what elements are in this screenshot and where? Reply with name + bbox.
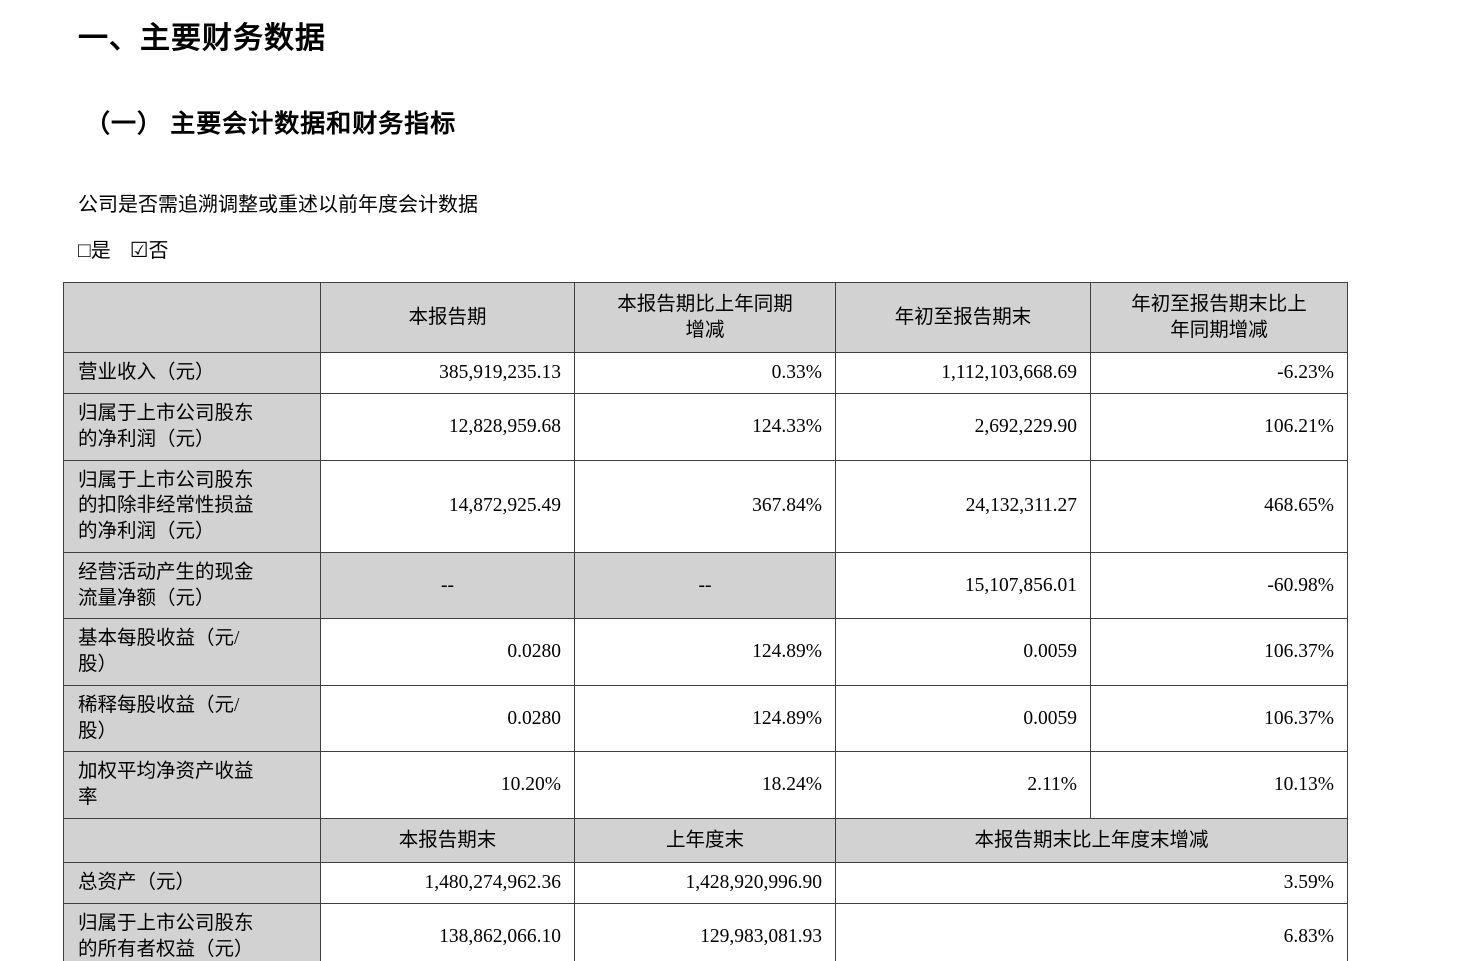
restatement-question: 公司是否需追溯调整或重述以前年度会计数据: [78, 194, 478, 216]
checkbox-checked-icon: ☑: [129, 238, 149, 262]
option-yes: □是: [78, 238, 111, 262]
cell-value: 3.59%: [835, 862, 1348, 905]
cell-value: 1,428,920,996.90: [574, 862, 836, 905]
header-yoy-change: 本报告期比上年同期 增减: [574, 281, 836, 354]
row-label: 营业收入（元）: [63, 352, 321, 395]
cell-value: 129,983,081.93: [574, 903, 836, 961]
cell-value: 0.0280: [320, 618, 575, 686]
cell-value: 15,107,856.01: [835, 551, 1091, 620]
cell-value: 124.33%: [574, 393, 836, 461]
cell-value: 2,692,229.90: [835, 393, 1091, 461]
cell-value: 0.0059: [835, 684, 1091, 753]
table-row-revenue: 营业收入（元） 385,919,235.13 0.33% 1,112,103,6…: [63, 352, 1348, 395]
section-title: 一、主要财务数据: [78, 22, 326, 55]
row-label: 归属于上市公司股东 的扣除非经常性损益 的净利润（元）: [63, 459, 321, 553]
cell-value: 124.89%: [574, 618, 836, 686]
subsection-title: （一） 主要会计数据和财务指标: [85, 111, 457, 138]
header-ytd: 年初至报告期末: [835, 281, 1091, 354]
cell-value: 0.0059: [835, 618, 1091, 686]
financial-data-table: 本报告期 本报告期比上年同期 增减 年初至报告期末 年初至报告期末比上 年同期增…: [63, 281, 1348, 961]
cell-value: 24,132,311.27: [835, 459, 1091, 553]
header-ytd-yoy-change: 年初至报告期末比上 年同期增减: [1090, 281, 1348, 354]
option-no-label: 否: [148, 240, 169, 262]
cell-value: 14,872,925.49: [320, 459, 575, 553]
cell-value: 385,919,235.13: [320, 352, 575, 395]
cell-value: 367.84%: [574, 459, 836, 553]
table-row-diluted-eps: 稀释每股收益（元/ 股） 0.0280 124.89% 0.0059 106.3…: [63, 684, 1348, 753]
cell-value: 124.89%: [574, 684, 836, 753]
table-row-net-profit-excl-nonrecurring: 归属于上市公司股东 的扣除非经常性损益 的净利润（元） 14,872,925.4…: [63, 459, 1348, 553]
cell-value: 10.13%: [1090, 751, 1348, 819]
table-row-basic-eps: 基本每股收益（元/ 股） 0.0280 124.89% 0.0059 106.3…: [63, 618, 1348, 686]
header-end-of-period: 本报告期末: [320, 817, 575, 864]
cell-value: 0.0280: [320, 684, 575, 753]
row-label: 加权平均净资产收益 率: [63, 751, 321, 819]
cell-value: 106.37%: [1090, 684, 1348, 753]
table-row-net-profit: 归属于上市公司股东 的净利润（元） 12,828,959.68 124.33% …: [63, 393, 1348, 461]
cell-value: 18.24%: [574, 751, 836, 819]
cell-value: 106.21%: [1090, 393, 1348, 461]
cell-value-na: --: [320, 551, 575, 620]
row-label: 归属于上市公司股东 的所有者权益（元）: [63, 903, 321, 961]
header-current-period: 本报告期: [320, 281, 575, 354]
cell-value: 106.37%: [1090, 618, 1348, 686]
cell-value: 12,828,959.68: [320, 393, 575, 461]
row-label: 总资产（元）: [63, 862, 321, 905]
table-row-weighted-avg-roe: 加权平均净资产收益 率 10.20% 18.24% 2.11% 10.13%: [63, 751, 1348, 819]
header-empty: [63, 817, 321, 864]
row-label: 经营活动产生的现金 流量净额（元）: [63, 551, 321, 620]
row-label: 归属于上市公司股东 的净利润（元）: [63, 393, 321, 461]
checkbox-unchecked-icon: □: [78, 238, 91, 262]
header-end-of-last-year: 上年度末: [574, 817, 836, 864]
cell-value-na: --: [574, 551, 836, 620]
row-label: 基本每股收益（元/ 股）: [63, 618, 321, 686]
option-yes-label: 是: [90, 240, 111, 262]
cell-value: 1,480,274,962.36: [320, 862, 575, 905]
table-row-total-assets: 总资产（元） 1,480,274,962.36 1,428,920,996.90…: [63, 862, 1348, 905]
cell-value: 468.65%: [1090, 459, 1348, 553]
table-row-owners-equity: 归属于上市公司股东 的所有者权益（元） 138,862,066.10 129,9…: [63, 903, 1348, 961]
cell-value: 2.11%: [835, 751, 1091, 819]
cell-value: 0.33%: [574, 352, 836, 395]
checkbox-line: □是 ☑否: [78, 234, 1484, 263]
header-empty: [63, 281, 321, 354]
table-header-row-period-end: 本报告期末 上年度末 本报告期末比上年度末增减: [63, 817, 1348, 864]
row-label: 稀释每股收益（元/ 股）: [63, 684, 321, 753]
table-header-row-period: 本报告期 本报告期比上年同期 增减 年初至报告期末 年初至报告期末比上 年同期增…: [63, 281, 1348, 354]
cell-value: -60.98%: [1090, 551, 1348, 620]
table-row-operating-cash-flow: 经营活动产生的现金 流量净额（元） -- -- 15,107,856.01 -6…: [63, 551, 1348, 620]
cell-value: 1,112,103,668.69: [835, 352, 1091, 395]
option-no: ☑否: [129, 238, 169, 262]
cell-value: 6.83%: [835, 903, 1348, 961]
cell-value: -6.23%: [1090, 352, 1348, 395]
cell-value: 10.20%: [320, 751, 575, 819]
header-change-vs-last-year-end: 本报告期末比上年度末增减: [835, 817, 1348, 864]
cell-value: 138,862,066.10: [320, 903, 575, 961]
